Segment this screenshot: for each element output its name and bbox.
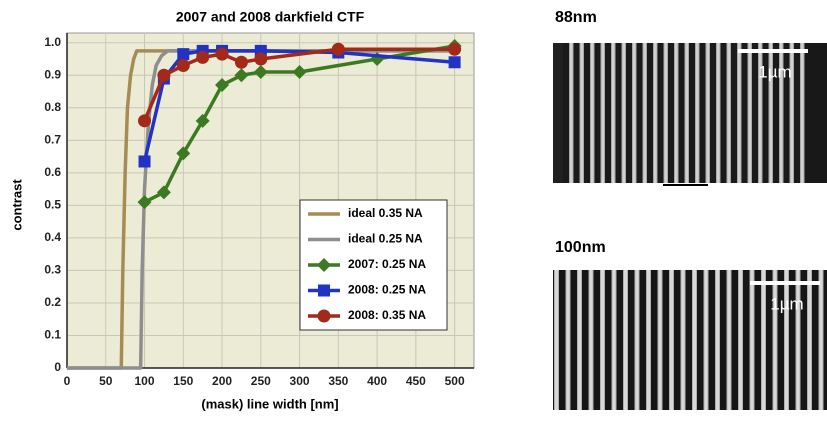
marker xyxy=(177,48,190,61)
micrograph xyxy=(553,270,827,410)
x-tick-label: 350 xyxy=(328,374,348,388)
marker xyxy=(234,55,248,69)
y-tick-label: 0.6 xyxy=(44,165,61,179)
y-tick-label: 1.0 xyxy=(44,35,61,49)
x-axis-label: (mask) line width [nm] xyxy=(201,396,338,411)
y-tick-label: 0.5 xyxy=(44,198,61,212)
marker xyxy=(176,146,191,161)
y-tick-label: 0.9 xyxy=(44,67,61,81)
marker xyxy=(138,114,152,128)
marker xyxy=(176,59,190,73)
series-line xyxy=(67,49,455,370)
micrograph xyxy=(553,43,827,183)
x-tick-label: 450 xyxy=(406,374,426,388)
x-tick-label: 0 xyxy=(64,374,71,388)
image-edge xyxy=(805,43,827,183)
marker xyxy=(317,309,331,323)
marker xyxy=(254,52,268,66)
legend-label: ideal 0.25 NA xyxy=(348,232,423,246)
marker xyxy=(137,195,152,210)
legend: ideal 0.35 NA ideal 0.25 NA 2007: 0.25 NA 2… xyxy=(299,199,448,331)
y-tick-label: 0.2 xyxy=(44,295,61,309)
x-tick-label: 400 xyxy=(367,374,387,388)
x-tick-label: 500 xyxy=(445,374,465,388)
chart-title: 2007 and 2008 darkfield CTF xyxy=(176,9,365,25)
legend-label: 2008: 0.25 NA xyxy=(348,283,426,297)
image-label: 88nm xyxy=(555,9,597,26)
marker xyxy=(253,65,268,80)
marker xyxy=(196,50,210,64)
scale-label: 1µm xyxy=(770,294,803,313)
x-tick-label: 250 xyxy=(251,374,271,388)
x-tick-label: 200 xyxy=(212,374,232,388)
marker xyxy=(215,47,229,61)
marker xyxy=(138,155,151,168)
scale-label: 1µm xyxy=(758,62,791,81)
marker xyxy=(292,65,307,80)
x-tick-label: 300 xyxy=(290,374,310,388)
y-tick-label: 0.4 xyxy=(44,230,61,244)
marker xyxy=(331,42,345,56)
marker xyxy=(318,284,330,297)
marker xyxy=(254,44,267,57)
series-line xyxy=(143,44,455,204)
marker xyxy=(157,68,171,82)
marker xyxy=(317,258,331,272)
marker xyxy=(156,185,171,200)
y-tick-label: 0.8 xyxy=(44,100,61,114)
plot: 0 0.1 0.2 0.3 0.4 0.5 0.6 0.7 0.8 0.9 1.0 0 50 100 150… xyxy=(44,32,475,388)
y-tick-label: 0.7 xyxy=(44,133,61,147)
x-tick-label: 100 xyxy=(135,374,155,388)
marker xyxy=(234,68,249,83)
marker xyxy=(448,42,462,56)
marker xyxy=(448,56,461,69)
y-axis-label: contrast xyxy=(9,179,24,231)
y-tick-label: 0.3 xyxy=(44,263,61,277)
legend-label: ideal 0.35 NA xyxy=(348,206,423,220)
marker xyxy=(195,113,210,128)
x-tick-label: 50 xyxy=(99,374,113,388)
image-label: 100nm xyxy=(555,239,606,256)
legend-label: 2008: 0.35 NA xyxy=(348,308,426,322)
y-tick-label: 0 xyxy=(54,360,61,374)
marker xyxy=(215,78,230,93)
image-edge xyxy=(553,43,563,183)
legend-label: 2007: 0.25 NA xyxy=(348,257,426,271)
x-tick-label: 150 xyxy=(173,374,193,388)
y-tick-label: 0.1 xyxy=(44,328,61,342)
